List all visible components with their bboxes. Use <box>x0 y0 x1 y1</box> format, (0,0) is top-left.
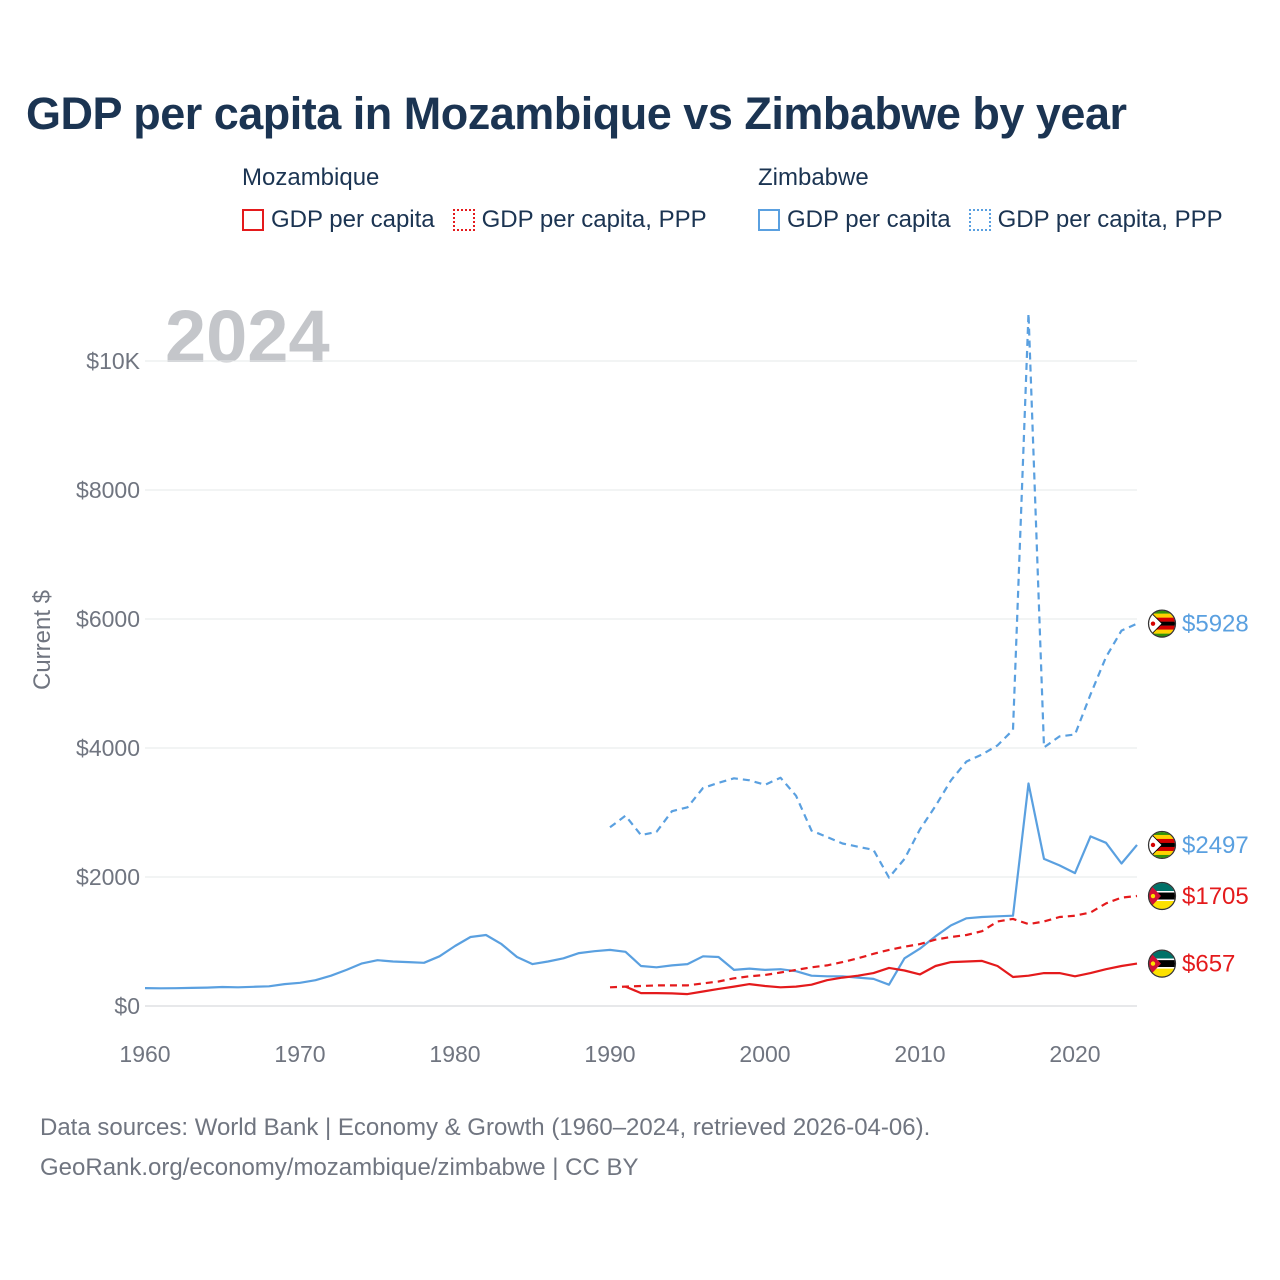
series-line[interactable] <box>609 894 1138 989</box>
series-end-label: $2497 <box>1182 832 1249 859</box>
zimbabwe-flag-icon <box>1147 830 1177 860</box>
zimbabwe-flag-icon <box>1147 609 1177 638</box>
x-tick-label: 1970 <box>274 1041 325 1067</box>
chart-title: GDP per capita in Mozambique vs Zimbabwe… <box>26 88 1127 139</box>
year-watermark: 2024 <box>165 295 330 378</box>
legend-item-zimbabwe-gdp-ppp[interactable]: GDP per capita, PPP <box>968 206 1223 234</box>
legend-group-label: Zimbabwe <box>758 164 869 191</box>
legend-swatch-dotted <box>968 209 991 231</box>
legend-swatch-dotted <box>452 209 475 231</box>
legend-group-zimbabwe: Zimbabwe GDP per capita GDP per capita, … <box>758 164 1223 234</box>
legend-swatch-solid <box>758 209 780 231</box>
series-end-label: $657 <box>1182 951 1235 978</box>
x-tick-label: 2020 <box>1049 1041 1100 1067</box>
y-axis-label: Current $ <box>29 590 56 690</box>
y-tick-label: $8000 <box>76 477 140 503</box>
mozambique-flag-icon <box>1147 949 1177 978</box>
x-tick-label: 1990 <box>584 1041 635 1067</box>
x-tick-label: 1960 <box>119 1041 170 1067</box>
series-line[interactable] <box>144 782 1138 990</box>
series-line[interactable] <box>625 959 1138 996</box>
series-line[interactable] <box>609 312 1138 879</box>
legend-item-label: GDP per capita, PPP <box>481 206 707 233</box>
y-tick-label: $10K <box>86 348 140 374</box>
x-tick-label: 1980 <box>429 1041 480 1067</box>
series-end-label: $5928 <box>1182 611 1249 638</box>
footer: Data sources: World Bank | Economy & Gro… <box>40 1108 930 1188</box>
y-tick-label: $4000 <box>76 735 140 761</box>
y-tick-label: $2000 <box>76 864 140 890</box>
x-tick-label: 2000 <box>739 1041 790 1067</box>
series-end-label: $1705 <box>1182 883 1249 910</box>
legend-item-label: GDP per capita <box>787 206 951 233</box>
mozambique-flag-icon <box>1147 881 1177 911</box>
x-tick-label: 2010 <box>894 1041 945 1067</box>
legend-swatch-solid <box>242 209 264 231</box>
legend-item-mozambique-gdp[interactable]: GDP per capita <box>242 206 435 234</box>
y-tick-label: $0 <box>114 993 140 1019</box>
legend-item-label: GDP per capita, PPP <box>997 206 1223 233</box>
legend-item-mozambique-gdp-ppp[interactable]: GDP per capita, PPP <box>452 206 707 234</box>
legend-item-zimbabwe-gdp[interactable]: GDP per capita <box>758 206 951 234</box>
legend-item-label: GDP per capita <box>271 206 435 233</box>
data-source-note: Data sources: World Bank | Economy & Gro… <box>40 1114 931 1141</box>
y-tick-label: $6000 <box>76 606 140 632</box>
legend-group-label: Mozambique <box>242 164 380 191</box>
legend-group-mozambique: Mozambique GDP per capita GDP per capita… <box>242 164 707 234</box>
source-url[interactable]: GeoRank.org/economy/mozambique/zimbabwe … <box>40 1154 639 1181</box>
